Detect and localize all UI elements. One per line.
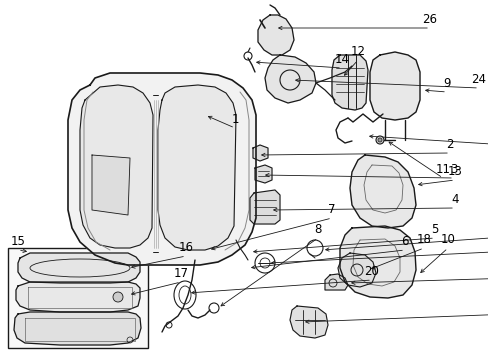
Circle shape — [377, 138, 381, 142]
Text: 5: 5 — [430, 223, 438, 236]
Polygon shape — [252, 145, 267, 161]
Text: 11: 11 — [435, 163, 449, 176]
Text: 24: 24 — [470, 73, 486, 86]
Polygon shape — [264, 55, 315, 103]
Polygon shape — [68, 73, 256, 265]
Text: 26: 26 — [422, 13, 437, 26]
Polygon shape — [80, 85, 153, 248]
Text: 18: 18 — [416, 233, 430, 246]
Polygon shape — [14, 312, 141, 345]
Text: 10: 10 — [440, 233, 454, 246]
Polygon shape — [331, 55, 367, 110]
Circle shape — [375, 136, 383, 144]
Polygon shape — [16, 282, 140, 312]
Text: 20: 20 — [364, 265, 379, 278]
Polygon shape — [289, 306, 327, 338]
Polygon shape — [258, 15, 293, 55]
Text: 15: 15 — [11, 235, 25, 248]
Text: 9: 9 — [442, 77, 450, 90]
Text: 7: 7 — [327, 203, 335, 216]
Text: 14: 14 — [334, 53, 349, 66]
Text: 12: 12 — [350, 45, 365, 58]
Polygon shape — [254, 165, 271, 183]
Polygon shape — [18, 253, 140, 283]
Polygon shape — [92, 155, 130, 215]
Text: 3: 3 — [449, 163, 457, 176]
Text: 1: 1 — [231, 113, 238, 126]
Polygon shape — [337, 253, 375, 287]
Text: 2: 2 — [446, 138, 453, 151]
Text: 8: 8 — [314, 223, 321, 236]
Circle shape — [113, 292, 123, 302]
Text: 6: 6 — [401, 235, 408, 248]
Polygon shape — [349, 155, 415, 228]
Text: 17: 17 — [173, 267, 188, 280]
Text: 4: 4 — [450, 193, 458, 206]
Polygon shape — [339, 226, 415, 298]
Polygon shape — [158, 85, 236, 250]
Text: 16: 16 — [178, 241, 193, 254]
Polygon shape — [249, 190, 280, 224]
Polygon shape — [369, 52, 419, 120]
Text: 13: 13 — [447, 165, 462, 178]
Polygon shape — [325, 274, 347, 290]
Bar — [8, 248, 148, 348]
